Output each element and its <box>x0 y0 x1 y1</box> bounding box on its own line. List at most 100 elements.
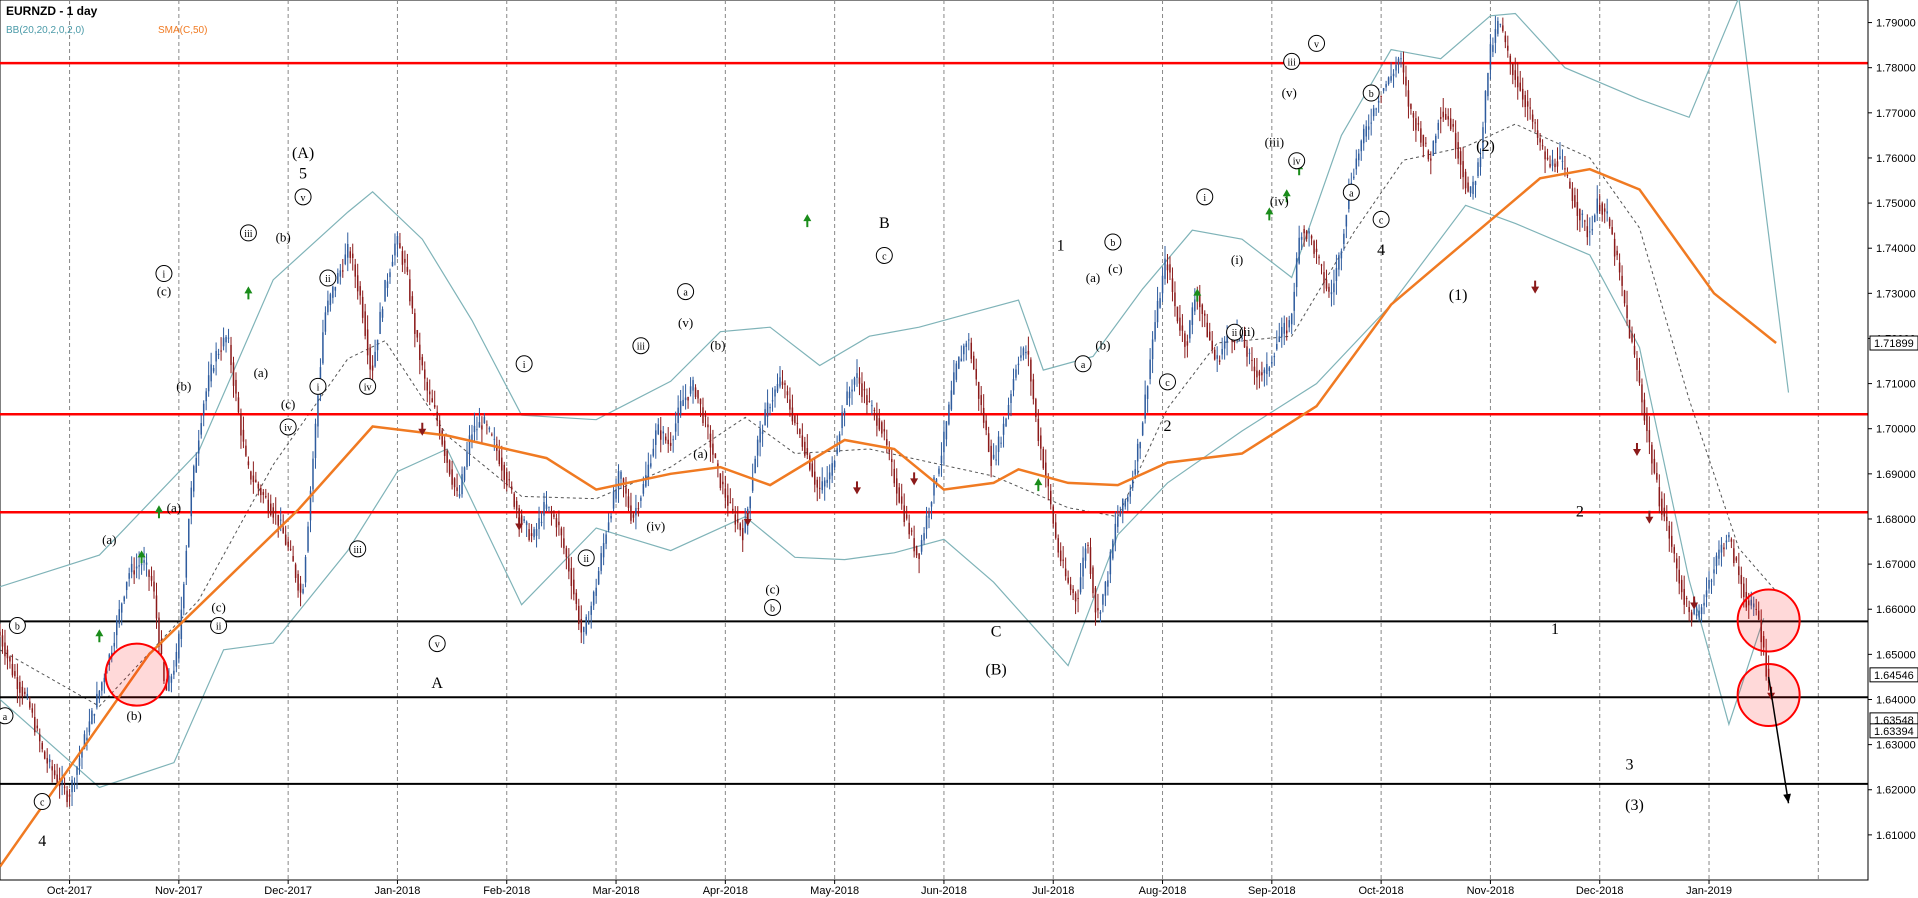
candle-body <box>1531 114 1534 122</box>
candle-body <box>1472 181 1474 195</box>
candle-body <box>294 564 297 578</box>
candle-body <box>245 445 247 456</box>
candle-body <box>1246 346 1248 357</box>
candle-body <box>1728 534 1730 538</box>
price-box-label: 1.71899 <box>1874 338 1914 350</box>
candle-body <box>1283 322 1285 334</box>
candle-body <box>1179 317 1181 331</box>
candle-body <box>1295 258 1298 288</box>
candle-body <box>1517 76 1519 88</box>
wave-label-circle <box>155 265 173 283</box>
candle-body <box>1032 379 1035 400</box>
candle-body <box>563 538 565 549</box>
candle-body <box>113 642 116 647</box>
candle-body <box>277 514 279 526</box>
candle-body <box>63 786 66 788</box>
wave-label: C <box>991 623 1002 640</box>
candle-body <box>414 313 416 334</box>
candle-body <box>1648 430 1651 443</box>
candle-body <box>287 541 289 547</box>
candle-body <box>595 587 597 596</box>
candle-body <box>1700 607 1703 615</box>
candle-body <box>1020 355 1022 358</box>
candle-body <box>1668 525 1671 539</box>
candle-body <box>602 543 605 558</box>
candle-body <box>1007 404 1010 416</box>
wave-label: (b) <box>176 378 191 393</box>
candle-body <box>1487 73 1489 97</box>
candle-body <box>590 605 592 615</box>
candle-body <box>1740 575 1743 585</box>
candle-body <box>712 443 714 455</box>
candle-body <box>324 312 327 332</box>
candle-body <box>101 682 103 691</box>
candle-body <box>963 345 965 355</box>
candle-body <box>1308 231 1310 234</box>
bb-lower-line <box>0 204 1765 789</box>
candle-body <box>247 461 250 466</box>
price-axis[interactable]: 1.79000 1.78000 1.77000 1.76000 1.75000 1.740… <box>1867 0 1918 880</box>
candle-body <box>481 425 483 430</box>
candle-body <box>466 451 468 468</box>
projection <box>1767 676 1791 804</box>
candle-body <box>650 463 652 467</box>
candle-body <box>1489 44 1492 70</box>
down-signal-arrow-icon <box>1632 443 1641 457</box>
time-tick-label: Dec-2018 <box>1576 885 1624 897</box>
candle-body <box>419 344 421 361</box>
time-tick-label: Nov-2018 <box>1467 885 1515 897</box>
candle-body <box>970 342 973 359</box>
candle-body <box>195 457 197 473</box>
candle-body <box>1067 577 1069 583</box>
candle-body <box>1405 76 1407 86</box>
candle-body <box>1752 603 1755 608</box>
candle-body <box>1313 240 1315 254</box>
candle-body <box>1253 366 1256 372</box>
candle-body <box>523 519 525 522</box>
candle-body <box>530 533 533 537</box>
candle-body <box>1372 108 1375 117</box>
candle-body <box>202 403 205 416</box>
candle-body <box>1084 548 1087 561</box>
candle-body <box>197 440 200 454</box>
candle-body <box>381 309 384 318</box>
candle-body <box>520 515 523 524</box>
candle-body <box>491 434 493 436</box>
candle-body <box>1633 345 1636 355</box>
candle-body <box>26 693 29 697</box>
candle-body <box>821 481 823 491</box>
candle-body <box>1191 307 1194 325</box>
candle-body <box>1054 522 1057 538</box>
candle-body <box>1663 507 1666 517</box>
candle-body <box>1695 614 1698 616</box>
candle-body <box>356 275 359 292</box>
candle-body <box>1201 304 1204 314</box>
candle-body <box>888 449 891 453</box>
candle-body <box>982 407 985 423</box>
candle-body <box>81 749 83 758</box>
horizontal-levels[interactable] <box>0 61 1868 785</box>
candle-body <box>540 521 543 523</box>
candle-body <box>744 519 746 533</box>
candle-body <box>1760 619 1762 643</box>
candle-body <box>1561 160 1564 162</box>
candle-body <box>307 526 309 552</box>
candle-body <box>774 389 776 397</box>
candle-body <box>1529 107 1531 109</box>
candle-body <box>1176 306 1179 322</box>
candle-body <box>220 350 222 352</box>
candle-body <box>374 351 376 367</box>
candle-body <box>1208 331 1211 341</box>
candle-body <box>759 429 761 443</box>
candle-body <box>1656 473 1658 480</box>
wave-label-circle <box>1288 152 1306 170</box>
candle-body <box>1300 236 1303 240</box>
candle-body <box>1549 163 1551 167</box>
candle-body <box>1213 349 1216 360</box>
candle-body <box>625 487 627 494</box>
candle-body <box>1750 599 1752 606</box>
time-axis[interactable]: Oct-2017 Nov-2017 Dec-2017 Jan-2018 Feb-2018… <box>0 879 1868 897</box>
candle-body <box>1072 588 1074 593</box>
